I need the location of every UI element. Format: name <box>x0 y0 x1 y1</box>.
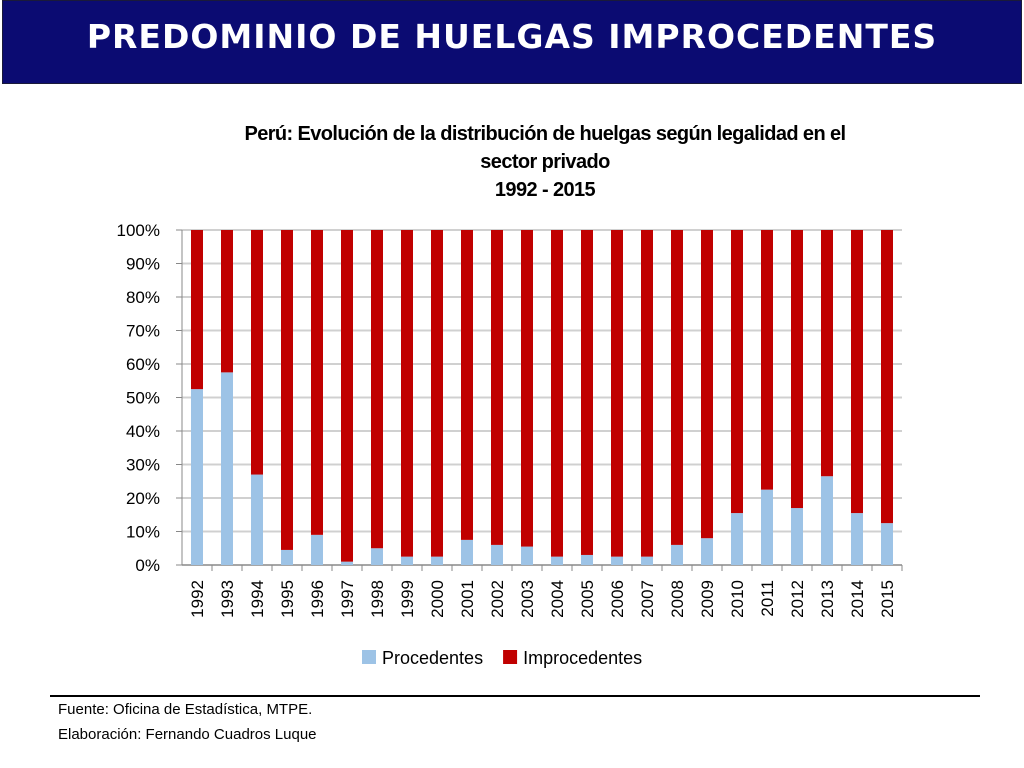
y-tick-label: 40% <box>126 422 160 441</box>
y-tick-label: 100% <box>117 221 160 240</box>
bar-improcedentes-1992 <box>191 230 203 390</box>
title-banner: PREDOMINIO DE HUELGAS IMPROCEDENTES <box>2 0 1022 84</box>
y-tick-label: 80% <box>126 288 160 307</box>
bar-improcedentes-1999 <box>401 230 413 557</box>
x-tick-label: 1994 <box>248 580 267 618</box>
bar-improcedentes-2008 <box>671 230 683 545</box>
bar-procedentes-2001 <box>461 539 473 565</box>
bar-procedentes-2008 <box>671 544 683 565</box>
page-title: PREDOMINIO DE HUELGAS IMPROCEDENTES <box>86 17 938 56</box>
bar-improcedentes-2003 <box>521 230 533 547</box>
x-tick-label: 2005 <box>578 580 597 618</box>
chart-title-line: Perú: Evolución de la distribución de hu… <box>244 123 846 145</box>
y-tick-label: 90% <box>126 255 160 274</box>
x-tick-label: 2009 <box>698 580 717 618</box>
bar-improcedentes-1996 <box>311 230 323 535</box>
author-note: Elaboración: Fernando Cuadros Luque <box>58 726 317 743</box>
stacked-bar-chart: 0% 10% 20% 30% 40% 50% 60% 70% 80% 90% 100% 1992 199… <box>117 221 903 668</box>
bar-improcedentes-2015 <box>881 230 893 524</box>
bar-improcedentes-2014 <box>851 230 863 514</box>
x-tick-label: 1997 <box>338 580 357 618</box>
bar-improcedentes-1997 <box>341 230 353 562</box>
bar-improcedentes-2009 <box>701 230 713 539</box>
bar-improcedentes-2000 <box>431 230 443 557</box>
x-tick-label: 1998 <box>368 580 387 618</box>
legend-swatch-improcedentes <box>503 650 518 664</box>
y-tick-label: 30% <box>126 456 160 475</box>
bar-procedentes-2006 <box>611 556 623 565</box>
bar-procedentes-2004 <box>551 556 563 565</box>
x-tick-label: 2001 <box>458 580 477 618</box>
chart-title-line: 1992 - 2015 <box>494 179 596 201</box>
bar-improcedentes-2002 <box>491 230 503 545</box>
footer-divider <box>50 695 980 697</box>
bar-procedentes-1999 <box>401 556 413 565</box>
x-tick-label: 2007 <box>638 580 657 618</box>
x-tick-label: 2004 <box>548 580 567 618</box>
bar-improcedentes-2010 <box>731 230 743 514</box>
bar-procedentes-2005 <box>581 554 593 565</box>
x-tick-label: 2012 <box>788 580 807 618</box>
bar-improcedentes-2013 <box>821 230 833 477</box>
bar-improcedentes-2001 <box>461 230 473 540</box>
x-tick-label: 2008 <box>668 580 687 618</box>
chart-title-line: sector privado <box>480 151 610 173</box>
bar-procedentes-1998 <box>371 548 383 565</box>
bar-improcedentes-1993 <box>221 230 233 373</box>
y-tick-label: 70% <box>126 322 160 341</box>
bar-procedentes-2007 <box>641 556 653 565</box>
legend-label-improcedentes: Improcedentes <box>523 648 642 668</box>
bar-procedentes-2013 <box>821 476 833 565</box>
x-tick-label: 2006 <box>608 580 627 618</box>
x-tick-label: 2010 <box>728 580 747 618</box>
bar-procedentes-2003 <box>521 546 533 565</box>
bar-procedentes-2011 <box>761 489 773 565</box>
x-tick-label: 1993 <box>218 580 237 618</box>
bar-procedentes-1995 <box>281 549 293 565</box>
bar-procedentes-1992 <box>191 389 203 565</box>
bar-improcedentes-2006 <box>611 230 623 557</box>
x-tick-label: 2013 <box>818 580 837 618</box>
x-tick-label: 2015 <box>878 580 897 618</box>
bar-improcedentes-2005 <box>581 230 593 555</box>
x-tick-label: 1999 <box>398 580 417 618</box>
bar-procedentes-2010 <box>731 513 743 565</box>
x-tick-label: 2014 <box>848 580 867 618</box>
bar-procedentes-2009 <box>701 538 713 565</box>
bar-improcedentes-2012 <box>791 230 803 509</box>
x-tick-label: 1996 <box>308 580 327 618</box>
chart-title: Perú: Evolución de la distribución de hu… <box>200 120 890 204</box>
legend-swatch-procedentes <box>362 650 376 664</box>
y-tick-label: 60% <box>126 355 160 374</box>
bar-improcedentes-1994 <box>251 230 263 475</box>
bar-procedentes-1997 <box>341 561 353 565</box>
bar-procedentes-2014 <box>851 513 863 565</box>
x-tick-label: 2002 <box>488 580 507 618</box>
bar-improcedentes-2004 <box>551 230 563 557</box>
legend-label-procedentes: Procedentes <box>382 648 483 668</box>
x-tick-label: 2003 <box>518 580 537 618</box>
bar-procedentes-2000 <box>431 556 443 565</box>
bar-improcedentes-1995 <box>281 230 293 550</box>
y-tick-label: 10% <box>126 523 160 542</box>
y-tick-label: 50% <box>126 389 160 408</box>
x-tick-label: 1995 <box>278 580 297 618</box>
x-tick-label: 1992 <box>188 580 207 618</box>
bar-procedentes-2002 <box>491 544 503 565</box>
x-tick-label: 2000 <box>428 580 447 618</box>
bar-procedentes-1996 <box>311 534 323 565</box>
bar-procedentes-1994 <box>251 474 263 565</box>
bar-procedentes-2015 <box>881 523 893 565</box>
bar-improcedentes-2007 <box>641 230 653 557</box>
bar-procedentes-2012 <box>791 508 803 565</box>
y-tick-label: 0% <box>135 556 160 575</box>
source-note: Fuente: Oficina de Estadística, MTPE. <box>58 701 313 718</box>
bar-improcedentes-1998 <box>371 230 383 549</box>
bar-improcedentes-2011 <box>761 230 773 490</box>
y-tick-label: 20% <box>126 489 160 508</box>
bar-procedentes-1993 <box>221 372 233 565</box>
x-tick-label: 2011 <box>758 580 777 617</box>
